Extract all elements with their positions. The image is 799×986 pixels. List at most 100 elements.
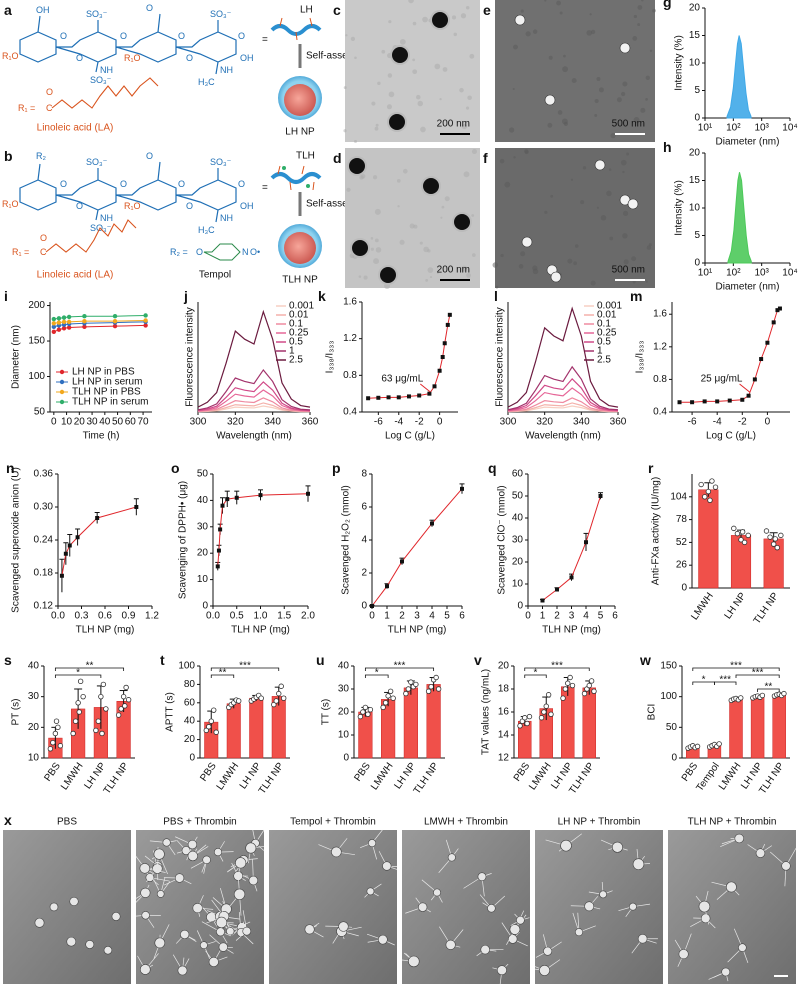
texture <box>388 91 395 98</box>
texture <box>387 73 393 78</box>
x-tick-label: PBS <box>198 761 219 784</box>
sig-bracket <box>364 674 389 678</box>
platelet <box>180 929 190 940</box>
platelet <box>738 943 747 952</box>
data-point <box>100 681 107 688</box>
particle <box>514 14 526 26</box>
y-tick-label: 5 <box>694 230 700 241</box>
atom-label: OH <box>240 53 254 63</box>
x-tick-label: 0 <box>369 611 375 622</box>
texture <box>544 0 547 2</box>
y-axis-label: Fluorescence intensity <box>495 307 506 407</box>
atom-label: R₁O <box>2 51 19 61</box>
panel-letter: r <box>648 460 654 476</box>
y-tick-label: 40 <box>28 661 40 672</box>
platelet <box>331 846 342 858</box>
texture <box>354 140 357 143</box>
data-point <box>208 718 214 724</box>
texture <box>408 0 414 4</box>
data-point <box>526 713 533 720</box>
polymer-icon <box>277 165 315 191</box>
texture <box>632 36 638 41</box>
legend-label: 0.001 <box>289 301 314 312</box>
texture <box>451 15 457 20</box>
texture <box>556 0 561 6</box>
marker <box>112 318 118 324</box>
x-tick-label: 30 <box>87 417 99 428</box>
platelet <box>215 916 228 929</box>
atom-label: O <box>238 179 245 189</box>
x-tick-label: 360 <box>302 417 319 428</box>
data-point <box>115 712 122 718</box>
distribution-area <box>727 172 752 264</box>
x-tick-label: 6 <box>612 611 618 622</box>
y-tick-label: 20 <box>512 557 524 568</box>
x-tick-label: 1 <box>540 611 546 622</box>
y-tick-label: 200 <box>28 300 45 311</box>
texture <box>532 268 539 275</box>
data-point <box>77 678 84 685</box>
series-line <box>371 488 463 607</box>
texture <box>646 245 652 250</box>
y-tick-label: 26 <box>676 560 688 571</box>
texture <box>563 54 566 58</box>
texture <box>354 56 357 60</box>
marker <box>75 535 80 540</box>
texture <box>466 273 471 278</box>
data-point <box>125 697 132 703</box>
marker <box>775 308 780 313</box>
marker <box>225 497 230 502</box>
y-axis-label: Scavenged superoxide anion (U) <box>11 467 22 613</box>
marker <box>771 320 776 325</box>
platelet <box>156 890 165 898</box>
platelet <box>154 937 166 949</box>
annotation: 25 μg/mL <box>701 374 743 385</box>
texture <box>524 149 529 154</box>
data-point <box>203 727 209 734</box>
platelet <box>187 850 198 862</box>
atom-label: O <box>40 233 47 243</box>
x-axis-label: Wavelength (nm) <box>216 431 292 442</box>
atom-label: N <box>242 247 249 257</box>
series-line <box>507 365 619 411</box>
texture <box>370 237 374 240</box>
texture <box>440 216 443 219</box>
y-axis-label: I₃₃₈/I₃₃₃ <box>635 341 646 374</box>
sig-label: *** <box>730 661 742 672</box>
marker <box>430 521 434 526</box>
particle <box>521 236 533 248</box>
texture <box>439 98 442 101</box>
marker <box>376 395 381 400</box>
particle <box>432 12 448 28</box>
marker <box>385 584 389 589</box>
x-axis-label: TLH NP (mg) <box>542 625 601 636</box>
equals: = <box>262 183 268 194</box>
platelet <box>216 927 225 937</box>
platelet <box>418 902 428 912</box>
series-line <box>507 387 619 412</box>
texture <box>381 49 386 54</box>
x-tick-label: -6 <box>374 417 383 428</box>
x-tick-label: LMWH <box>369 761 396 792</box>
texture <box>622 170 625 174</box>
atom-label: O <box>146 151 153 161</box>
marker <box>51 329 57 335</box>
texture <box>504 181 511 188</box>
texture <box>425 279 429 282</box>
atom-label: C <box>46 103 53 113</box>
texture <box>436 271 439 275</box>
y-axis-label: BCI <box>647 704 658 721</box>
y-tick-label: 18 <box>498 684 510 695</box>
platelet <box>509 924 521 935</box>
micrograph-label: LMWH + Thrombin <box>424 817 508 828</box>
texture <box>469 53 475 59</box>
panel-letter: o <box>171 460 180 476</box>
x-tick-label: 10² <box>726 123 741 134</box>
texture <box>518 264 524 269</box>
platelet <box>632 858 645 870</box>
x-tick-label: PBS <box>512 761 533 784</box>
x-tick-label: 10 <box>61 417 73 428</box>
r1-label: R₁ = <box>12 247 29 257</box>
atom-label: SO₃⁻ <box>86 157 108 167</box>
series-line <box>61 506 137 576</box>
